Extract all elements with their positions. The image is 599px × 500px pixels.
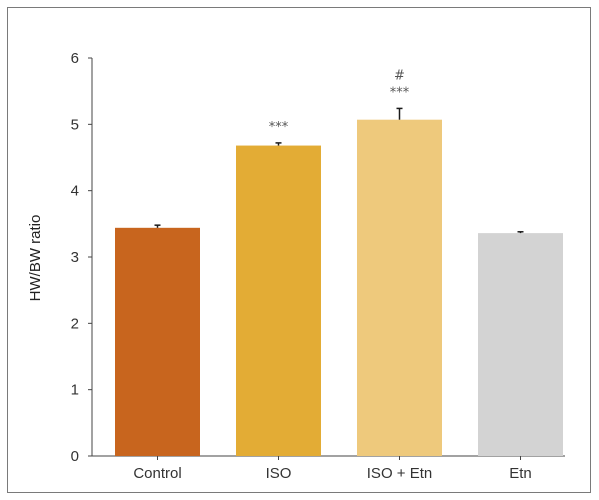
significance-mark: *** <box>269 120 289 135</box>
bar <box>478 233 563 456</box>
bars <box>115 119 563 456</box>
y-axis: 0 1 2 3 4 5 6 <box>71 50 93 465</box>
significance-mark: *** <box>390 85 410 100</box>
y-axis-label: HW/BW ratio <box>27 215 44 302</box>
y-tick-label: 3 <box>71 249 79 266</box>
x-tick-label: Control <box>133 465 181 482</box>
y-tick-label: 0 <box>71 448 79 465</box>
x-tick-label: ISO <box>266 465 292 482</box>
significance-annotations: *** # *** <box>269 68 410 134</box>
y-tick-label: 6 <box>71 50 79 67</box>
error-bars <box>154 107 524 234</box>
y-tick-label: 2 <box>71 315 79 332</box>
bar <box>357 119 442 456</box>
significance-mark: # <box>394 68 405 83</box>
x-tick-label: ISO + Etn <box>367 465 432 482</box>
x-axis: Control ISO ISO + Etn Etn <box>92 455 565 482</box>
x-tick-label: Etn <box>509 465 532 482</box>
y-tick-label: 5 <box>71 116 79 133</box>
bar <box>236 145 321 456</box>
y-tick-label: 1 <box>71 382 79 399</box>
bar <box>115 227 200 456</box>
y-tick-label: 4 <box>71 183 79 200</box>
